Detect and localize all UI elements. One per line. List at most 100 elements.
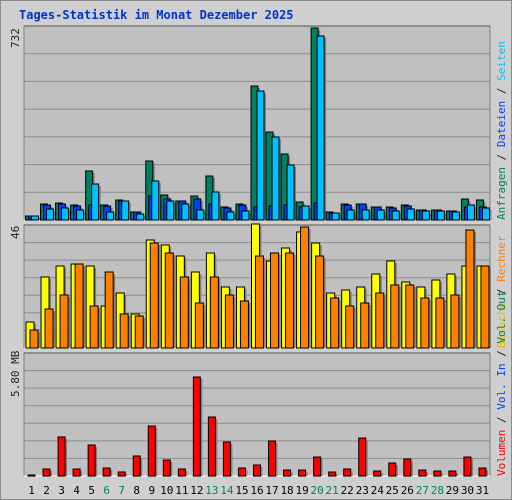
seiten-bar [151,180,160,221]
rechner-bar [224,294,234,349]
rechner-bar [164,252,174,349]
day-tick-label: 31 [476,484,489,497]
day-tick-label: 10 [160,484,173,497]
seiten-bar [211,191,220,221]
day-tick-label: 6 [103,484,110,497]
day-tick-label: 24 [371,484,385,497]
day-tick-label: 20 [311,484,324,497]
volumen-bar [328,471,337,477]
volumen-bar [177,468,186,477]
volumen-bar [72,468,81,477]
rechner-bar [285,252,295,349]
rechner-bar [104,271,114,349]
volumen-bar [42,468,51,477]
day-tick-label: 19 [295,484,308,497]
seiten-bar [271,136,280,221]
volumen-bar [237,467,246,477]
volumen-bar [192,376,201,477]
day-tick-label: 27 [416,484,429,497]
day-tick-label: 21 [326,484,339,497]
seiten-bar [196,209,205,221]
rechner-bar [450,294,460,349]
volumen-bar [298,469,307,477]
seiten-bar [316,35,325,221]
rechner-bar [465,229,475,349]
rechner-bar [149,242,159,349]
seiten-bar [421,210,430,221]
day-tick-label: 29 [446,484,459,497]
volumen-bar [433,470,442,477]
volumen-bar [313,456,322,477]
seiten-bar [241,210,250,221]
rechner-bar [360,302,370,349]
seiten-bar [181,203,190,221]
seiten-bar [301,205,310,221]
day-tick-label: 16 [250,484,263,497]
rechner-bar [254,255,264,349]
rechner-bar [300,226,310,349]
rechner-bar [29,329,39,349]
rechner-bar [330,297,340,349]
seiten-bar [76,209,85,221]
volumen-bar [448,470,457,477]
rechner-bar [239,300,249,349]
rechner-bar [179,276,189,349]
seiten-bar [331,212,340,221]
volumen-bar [343,468,352,477]
seiten-bar [391,210,400,221]
seiten-bar [346,209,355,221]
chart-title: Tages-Statistik im Monat Dezember 2025 [19,8,294,22]
rechner-bar [134,315,144,349]
day-tick-label: 17 [265,484,278,497]
volumen-bar [222,441,231,477]
volumen-bar [87,444,96,477]
volume-panel-bg [23,352,491,477]
day-tick-label: 1 [28,484,35,497]
seiten-bar [106,211,115,221]
seiten-bar [256,90,265,221]
day-tick-label: 2 [43,484,50,497]
rechner-bar [375,292,385,349]
volumen-bar [132,455,141,477]
volumen-bar [283,469,292,477]
volumen-bar [418,469,427,477]
volumen-bar [403,458,412,477]
seiten-bar [61,207,70,221]
day-tick-label: 5 [88,484,95,497]
seiten-bar [361,209,370,221]
volumen-bar [268,440,277,477]
seiten-bar [166,200,175,221]
day-tick-label: 15 [235,484,248,497]
rechner-bar [435,297,445,349]
volumen-bar [162,459,171,477]
volumen-bar [252,464,261,477]
rechner-bar [59,294,69,349]
rechner-bar [405,284,415,349]
volumen-bar [147,425,156,477]
seiten-bar [406,208,415,221]
day-tick-label: 8 [133,484,140,497]
day-tick-label: 3 [58,484,65,497]
seiten-bar [136,213,145,221]
seiten-bar [31,215,39,221]
rechner-bar [315,255,325,349]
day-tick-label: 23 [356,484,369,497]
day-tick-label: 13 [205,484,218,497]
seiten-bar [226,211,235,221]
seiten-bar [121,200,130,221]
day-tick-label: 9 [148,484,155,497]
rechner-bar [420,297,430,349]
rechner-bar [119,313,129,349]
volumen-bar [57,436,66,477]
day-tick-label: 11 [175,484,188,497]
volumen-bar [358,437,367,477]
day-tick-label: 7 [118,484,125,497]
seiten-bar [436,210,445,221]
volumen-bar [27,474,36,477]
seiten-bar [451,211,460,221]
seiten-bar [91,183,100,221]
volumen-bar [478,467,487,477]
day-tick-label: 25 [386,484,399,497]
rechner-bar [74,263,84,349]
